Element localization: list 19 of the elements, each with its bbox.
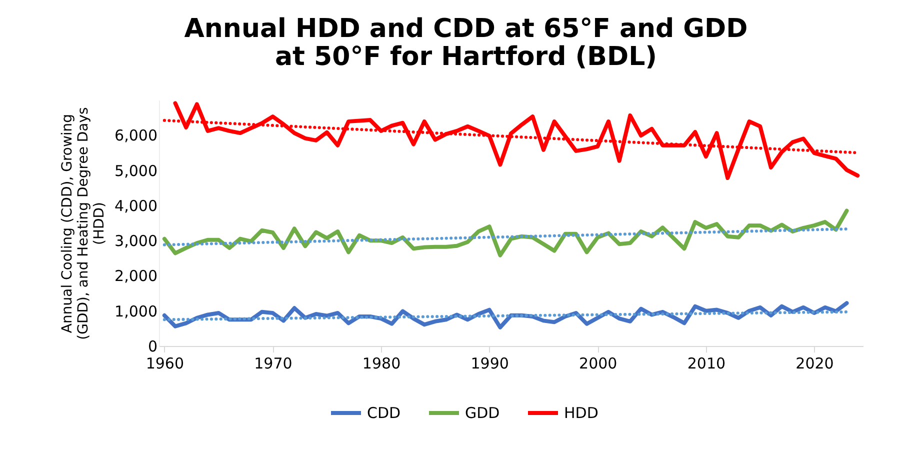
x-tick-label: 1990 <box>470 354 509 372</box>
y-tick-label: 6,000 <box>114 126 158 145</box>
chart-title: Annual HDD and CDD at 65°F and GDD at 50°F for Hartford (BDL) <box>184 14 748 72</box>
x-tick-label: 2010 <box>687 354 726 372</box>
x-tick-label: 2000 <box>579 354 618 372</box>
y-axis-title: Annual Cooling (CDD), Growing (GDD), and Heating Degree Days (HDD) <box>60 107 108 340</box>
x-tick-label: 1980 <box>362 354 401 372</box>
y-tick-label: 5,000 <box>114 162 158 180</box>
legend-label: GDD <box>465 404 500 422</box>
y-tick-label: 4,000 <box>114 196 158 215</box>
y-tick-label: 3,000 <box>114 232 158 250</box>
legend-label: HDD <box>564 404 598 422</box>
y-tick-label: 0 <box>148 338 158 356</box>
y-tick-label: 1,000 <box>114 302 158 320</box>
y-tick-label: 2,000 <box>114 267 158 286</box>
x-tick-label: 2020 <box>796 354 834 372</box>
legend-label: CDD <box>367 404 401 422</box>
x-tick-label: 1960 <box>146 354 184 372</box>
x-tick-label: 1970 <box>254 354 292 372</box>
